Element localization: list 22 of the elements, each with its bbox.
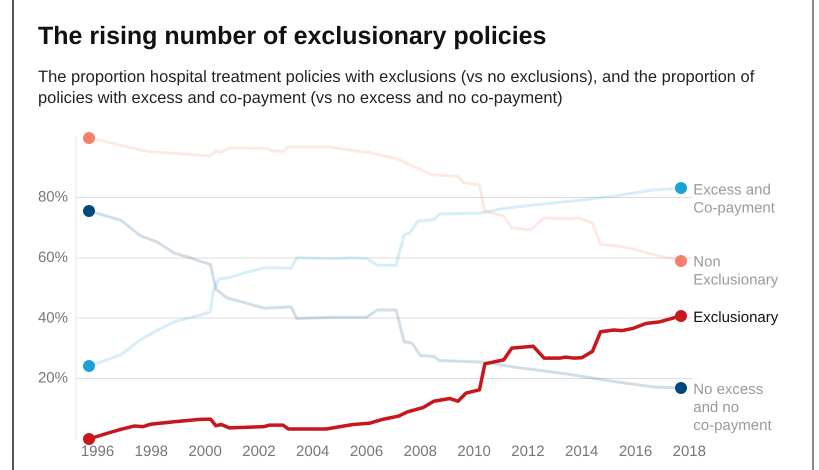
x-tick-label: 2000 [188,443,222,460]
series-label: Non Exclusionary [693,254,779,289]
y-tick-label: 80% [38,188,68,206]
x-tick-label: 2004 [296,443,330,460]
series-label: Exclusionary [693,308,779,326]
x-tick-label: 1998 [134,443,168,460]
series-label: Excess and Co-payment [693,181,776,216]
series-label: No excess and no co-payment [693,381,772,434]
chart-subtitle: The proportion hospital treatment policies with exclusions (vs no exclusions), and the proportion of policies with excess and co-payment (vs no excess and no co-payment) [38,67,756,109]
x-tick-label: 2012 [511,443,545,460]
x-tick-label: 2014 [565,443,598,460]
x-tick-label: 2016 [618,443,652,460]
y-tick-label: 20% [38,370,68,387]
x-tick-label: 1996 [80,443,114,460]
chart-title: The rising number of exclusionary policies [38,22,546,51]
x-tick-label: 2006 [350,443,384,460]
y-tick-label: 40% [38,309,68,326]
x-tick-label: 2008 [404,443,437,460]
x-tick-label: 2002 [242,443,276,460]
x-tick-label: 2010 [457,443,491,460]
x-tick-label: 2018 [672,443,706,460]
y-tick-label: 60% [38,248,68,266]
